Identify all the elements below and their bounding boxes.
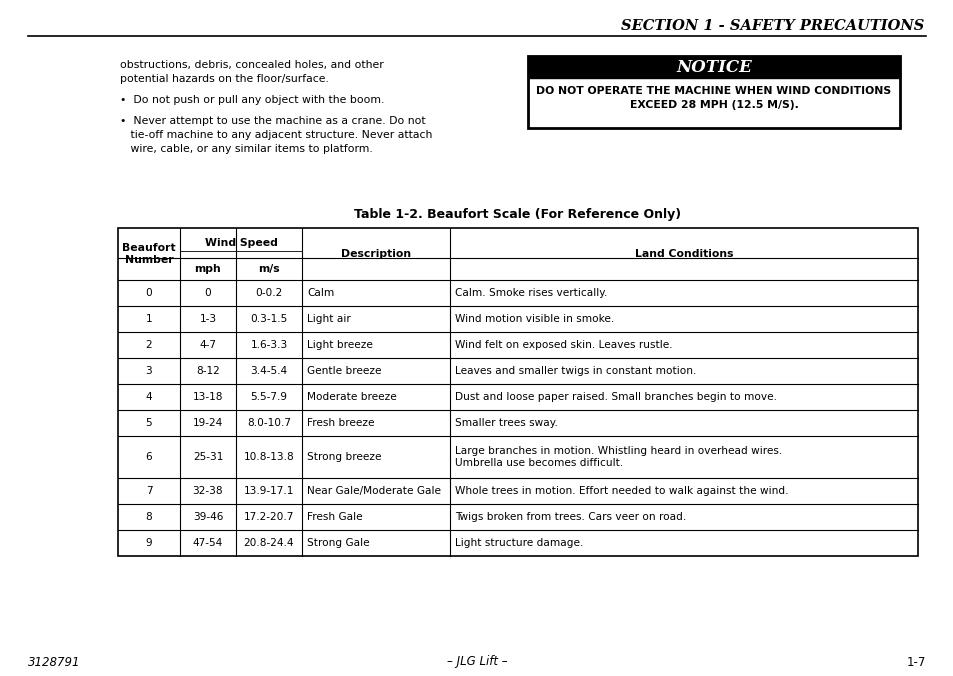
Text: Leaves and smaller twigs in constant motion.: Leaves and smaller twigs in constant mot… [455, 366, 696, 376]
Text: Dust and loose paper raised. Small branches begin to move.: Dust and loose paper raised. Small branc… [455, 392, 776, 402]
Text: 1: 1 [146, 314, 152, 324]
Text: m/s: m/s [258, 264, 279, 274]
Text: DO NOT OPERATE THE MACHINE WHEN WIND CONDITIONS: DO NOT OPERATE THE MACHINE WHEN WIND CON… [536, 86, 891, 96]
Text: 5.5-7.9: 5.5-7.9 [251, 392, 287, 402]
Text: EXCEED 28 MPH (12.5 M/S).: EXCEED 28 MPH (12.5 M/S). [629, 100, 798, 110]
Text: Smaller trees sway.: Smaller trees sway. [455, 418, 558, 428]
Text: 8: 8 [146, 512, 152, 522]
Text: 25-31: 25-31 [193, 452, 223, 462]
Text: 0.3-1.5: 0.3-1.5 [250, 314, 287, 324]
Text: tie-off machine to any adjacent structure. Never attach: tie-off machine to any adjacent structur… [120, 130, 432, 140]
Text: 1-3: 1-3 [199, 314, 216, 324]
Text: mph: mph [194, 264, 221, 274]
Text: Gentle breeze: Gentle breeze [307, 366, 381, 376]
Text: 7: 7 [146, 486, 152, 496]
Text: Fresh breeze: Fresh breeze [307, 418, 375, 428]
Text: 6: 6 [146, 452, 152, 462]
Text: Wind Speed: Wind Speed [204, 238, 277, 248]
Text: 32-38: 32-38 [193, 486, 223, 496]
Text: Twigs broken from trees. Cars veer on road.: Twigs broken from trees. Cars veer on ro… [455, 512, 685, 522]
Text: Beaufort
Number: Beaufort Number [122, 243, 175, 265]
Text: 3: 3 [146, 366, 152, 376]
Text: •  Never attempt to use the machine as a crane. Do not: • Never attempt to use the machine as a … [120, 116, 425, 126]
Text: 13-18: 13-18 [193, 392, 223, 402]
Text: Large branches in motion. Whistling heard in overhead wires.: Large branches in motion. Whistling hear… [455, 446, 781, 456]
Text: Umbrella use becomes difficult.: Umbrella use becomes difficult. [455, 458, 622, 468]
Text: Calm. Smoke rises vertically.: Calm. Smoke rises vertically. [455, 288, 607, 298]
Text: Description: Description [340, 249, 411, 259]
Text: Land Conditions: Land Conditions [634, 249, 733, 259]
Text: NOTICE: NOTICE [676, 59, 751, 76]
Text: Strong breeze: Strong breeze [307, 452, 381, 462]
Text: 47-54: 47-54 [193, 538, 223, 548]
Text: 20.8-24.4: 20.8-24.4 [244, 538, 294, 548]
Text: 19-24: 19-24 [193, 418, 223, 428]
Text: 10.8-13.8: 10.8-13.8 [243, 452, 294, 462]
Text: 8-12: 8-12 [196, 366, 219, 376]
Text: SECTION 1 - SAFETY PRECAUTIONS: SECTION 1 - SAFETY PRECAUTIONS [620, 19, 923, 33]
Text: Near Gale/Moderate Gale: Near Gale/Moderate Gale [307, 486, 440, 496]
Text: 0-0.2: 0-0.2 [255, 288, 282, 298]
Text: 4: 4 [146, 392, 152, 402]
Text: Strong Gale: Strong Gale [307, 538, 369, 548]
Text: 4-7: 4-7 [199, 340, 216, 350]
Bar [527, 56, 899, 128]
Text: 39-46: 39-46 [193, 512, 223, 522]
Text: Light air: Light air [307, 314, 351, 324]
Text: 0: 0 [204, 288, 212, 298]
Text: 8.0-10.7: 8.0-10.7 [247, 418, 291, 428]
Text: 3.4-5.4: 3.4-5.4 [251, 366, 287, 376]
Text: Table 1-2. Beaufort Scale (For Reference Only): Table 1-2. Beaufort Scale (For Reference… [355, 208, 680, 221]
Text: 2: 2 [146, 340, 152, 350]
Text: Calm: Calm [307, 288, 334, 298]
Text: Moderate breeze: Moderate breeze [307, 392, 396, 402]
Text: 1-7: 1-7 [905, 656, 925, 669]
Text: Wind felt on exposed skin. Leaves rustle.: Wind felt on exposed skin. Leaves rustle… [455, 340, 672, 350]
Text: Fresh Gale: Fresh Gale [307, 512, 362, 522]
Text: 1.6-3.3: 1.6-3.3 [250, 340, 287, 350]
Text: potential hazards on the floor/surface.: potential hazards on the floor/surface. [120, 74, 329, 84]
Text: 3128791: 3128791 [28, 656, 80, 669]
Text: obstructions, debris, concealed holes, and other: obstructions, debris, concealed holes, a… [120, 60, 383, 70]
Text: •  Do not push or pull any object with the boom.: • Do not push or pull any object with th… [120, 95, 384, 105]
Text: Wind motion visible in smoke.: Wind motion visible in smoke. [455, 314, 614, 324]
Text: Light breeze: Light breeze [307, 340, 373, 350]
Text: 0: 0 [146, 288, 152, 298]
Text: Light structure damage.: Light structure damage. [455, 538, 583, 548]
Text: Whole trees in motion. Effort needed to walk against the wind.: Whole trees in motion. Effort needed to … [455, 486, 788, 496]
Text: 5: 5 [146, 418, 152, 428]
Text: wire, cable, or any similar items to platform.: wire, cable, or any similar items to pla… [120, 144, 373, 154]
Text: 9: 9 [146, 538, 152, 548]
Bar [527, 56, 899, 78]
Text: 13.9-17.1: 13.9-17.1 [244, 486, 294, 496]
Bar [118, 228, 917, 556]
Text: 17.2-20.7: 17.2-20.7 [244, 512, 294, 522]
Text: – JLG Lift –: – JLG Lift – [446, 656, 507, 669]
